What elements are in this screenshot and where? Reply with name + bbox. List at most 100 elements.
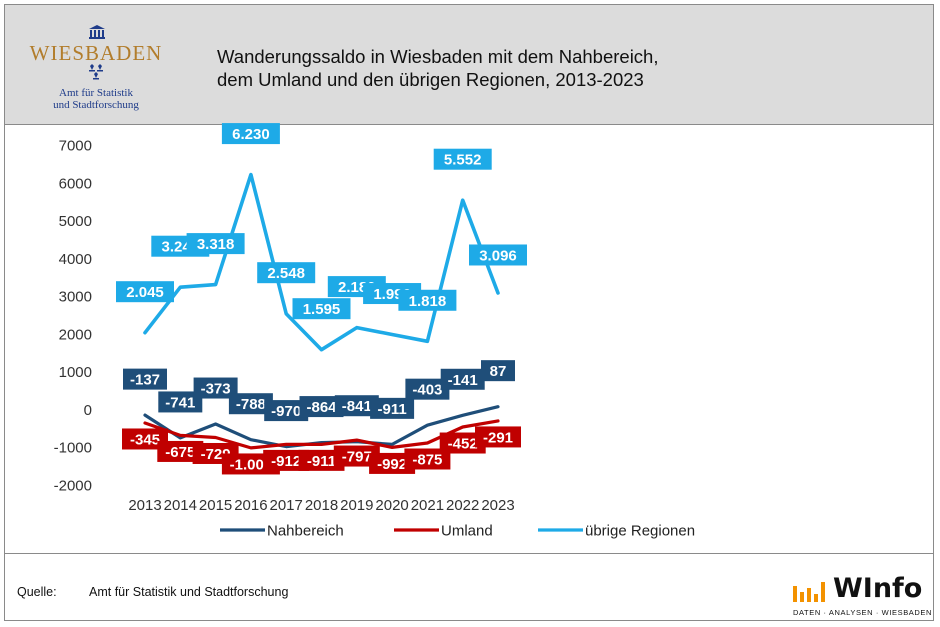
y-tick-label: 7000 bbox=[59, 138, 92, 155]
data-label: 1.595 bbox=[292, 298, 351, 320]
data-label: -911 bbox=[370, 397, 415, 419]
data-label: 3.318 bbox=[186, 233, 245, 255]
city-hall-icon bbox=[89, 25, 105, 39]
data-label: -675 bbox=[157, 440, 204, 462]
chart-frame: WIESBADEN Amt für Statistik und Stadtfor… bbox=[4, 4, 934, 621]
svg-text:5.552: 5.552 bbox=[444, 152, 482, 169]
x-tick-label: 2015 bbox=[199, 497, 232, 514]
data-label: -864 bbox=[299, 396, 344, 418]
logo-sub-line2: und Stadtforschung bbox=[53, 99, 139, 111]
y-tick-label: 0 bbox=[84, 402, 92, 419]
legend-label: Umland bbox=[441, 523, 493, 540]
data-label: 2.548 bbox=[257, 262, 316, 284]
data-label: -911 bbox=[298, 449, 345, 471]
x-tick-label: 2019 bbox=[340, 497, 373, 514]
data-label: -141 bbox=[440, 368, 485, 390]
svg-text:-141: -141 bbox=[448, 372, 478, 389]
x-tick-label: 2021 bbox=[411, 497, 444, 514]
svg-text:-741: -741 bbox=[165, 394, 195, 411]
data-label: -291 bbox=[475, 426, 521, 448]
winfo-logo: WInfo DATEN · ANALYSEN · WIESBADEN bbox=[793, 573, 931, 619]
data-label: 1.818 bbox=[398, 289, 457, 311]
svg-text:-403: -403 bbox=[412, 382, 442, 399]
data-label: 5.552 bbox=[433, 148, 492, 170]
lily-crest-icon bbox=[89, 64, 103, 80]
svg-text:-797: -797 bbox=[342, 449, 372, 466]
svg-text:-864: -864 bbox=[306, 399, 337, 416]
y-tick-label: -1000 bbox=[54, 440, 92, 457]
chart-title: Wanderungssaldo in Wiesbaden mit dem Nah… bbox=[217, 45, 659, 91]
x-tick-label: 2022 bbox=[446, 497, 479, 514]
svg-text:-373: -373 bbox=[201, 381, 231, 398]
svg-text:1.595: 1.595 bbox=[303, 301, 341, 318]
header-bar: WIESBADEN Amt für Statistik und Stadtfor… bbox=[5, 5, 933, 125]
data-label: -797 bbox=[333, 445, 380, 467]
y-tick-label: 5000 bbox=[59, 213, 92, 230]
data-label: -841 bbox=[334, 395, 379, 417]
legend-label: übrige Regionen bbox=[585, 523, 695, 540]
logo-subtitle: Amt für Statistik und Stadtforschung bbox=[11, 87, 181, 111]
data-label: -345 bbox=[122, 428, 168, 450]
svg-text:-992: -992 bbox=[377, 456, 407, 473]
svg-text:-970: -970 bbox=[271, 403, 301, 420]
data-label: -788 bbox=[228, 393, 273, 415]
svg-text:-675: -675 bbox=[165, 444, 195, 461]
svg-text:3.096: 3.096 bbox=[479, 247, 517, 264]
wiesbaden-logo: WIESBADEN Amt für Statistik und Stadtfor… bbox=[11, 23, 181, 115]
title-line1: Wanderungssaldo in Wiesbaden mit dem Nah… bbox=[217, 46, 659, 67]
source-note: Quelle: Amt für Statistik und Stadtforsch… bbox=[17, 585, 288, 599]
svg-text:-291: -291 bbox=[483, 429, 513, 446]
data-labels: -137 -741 -373 -788 -970 -864 -841 -911 -403 -141… bbox=[116, 123, 527, 475]
x-tick-label: 2023 bbox=[481, 497, 514, 514]
svg-text:-911: -911 bbox=[377, 401, 406, 418]
series-line-umland bbox=[143, 419, 500, 450]
svg-text:87: 87 bbox=[490, 363, 507, 380]
data-label: -992 bbox=[369, 452, 416, 474]
x-tick-label: 2017 bbox=[270, 497, 303, 514]
svg-text:2.045: 2.045 bbox=[126, 284, 164, 301]
svg-text:-841: -841 bbox=[342, 398, 372, 415]
y-tick-label: 1000 bbox=[59, 364, 92, 381]
data-label: -912 bbox=[263, 449, 310, 471]
footer-divider bbox=[5, 553, 933, 554]
data-label: -741 bbox=[158, 391, 203, 413]
svg-text:6.230: 6.230 bbox=[232, 126, 270, 143]
x-tick-label: 2018 bbox=[305, 497, 338, 514]
logo-sub-line1: Amt für Statistik bbox=[59, 87, 133, 99]
brand-name: WInfo bbox=[833, 573, 923, 604]
svg-text:-137: -137 bbox=[130, 372, 160, 389]
svg-text:-788: -788 bbox=[236, 396, 266, 413]
y-tick-label: 6000 bbox=[59, 175, 92, 192]
bars-icon bbox=[793, 582, 825, 602]
y-axis: 7000 6000 5000 4000 3000 2000 1000 0 -1000 -2000 bbox=[54, 138, 92, 495]
svg-text:-912: -912 bbox=[271, 453, 301, 470]
y-tick-label: -2000 bbox=[54, 478, 92, 495]
data-label: -137 bbox=[123, 368, 167, 390]
svg-text:3.318: 3.318 bbox=[197, 236, 235, 253]
svg-text:-911: -911 bbox=[307, 453, 336, 470]
brand-tagline: DATEN · ANALYSEN · WIESBADEN bbox=[793, 608, 933, 617]
series-line-nahbereich bbox=[143, 405, 500, 449]
y-tick-label: 3000 bbox=[59, 289, 92, 306]
svg-text:-875: -875 bbox=[412, 452, 442, 469]
legend-label: Nahbereich bbox=[267, 523, 344, 540]
x-tick-label: 2013 bbox=[128, 497, 161, 514]
data-label: 87 bbox=[481, 360, 515, 382]
svg-text:-452: -452 bbox=[448, 436, 478, 453]
y-tick-label: 4000 bbox=[59, 251, 92, 268]
x-tick-label: 2014 bbox=[164, 497, 197, 514]
x-axis: 2013 2014 2015 2016 2017 2018 2019 2020 2021 2022… bbox=[128, 497, 514, 514]
svg-text:-345: -345 bbox=[130, 431, 160, 448]
logo-name: WIESBADEN bbox=[29, 41, 163, 65]
data-label: -970 bbox=[264, 400, 309, 422]
x-tick-label: 2016 bbox=[234, 497, 267, 514]
data-label: 3.096 bbox=[469, 244, 527, 266]
source-text: Amt für Statistik und Stadtforschung bbox=[89, 585, 289, 599]
series-line-uebrige-regionen bbox=[143, 172, 500, 352]
source-label: Quelle: bbox=[17, 585, 57, 599]
data-label: -452 bbox=[439, 432, 486, 454]
title-line2: dem Umland und den übrigen Regionen, 201… bbox=[217, 69, 644, 90]
svg-text:2.548: 2.548 bbox=[267, 265, 305, 282]
data-label: -403 bbox=[405, 378, 450, 400]
data-label: 2.045 bbox=[116, 281, 174, 303]
